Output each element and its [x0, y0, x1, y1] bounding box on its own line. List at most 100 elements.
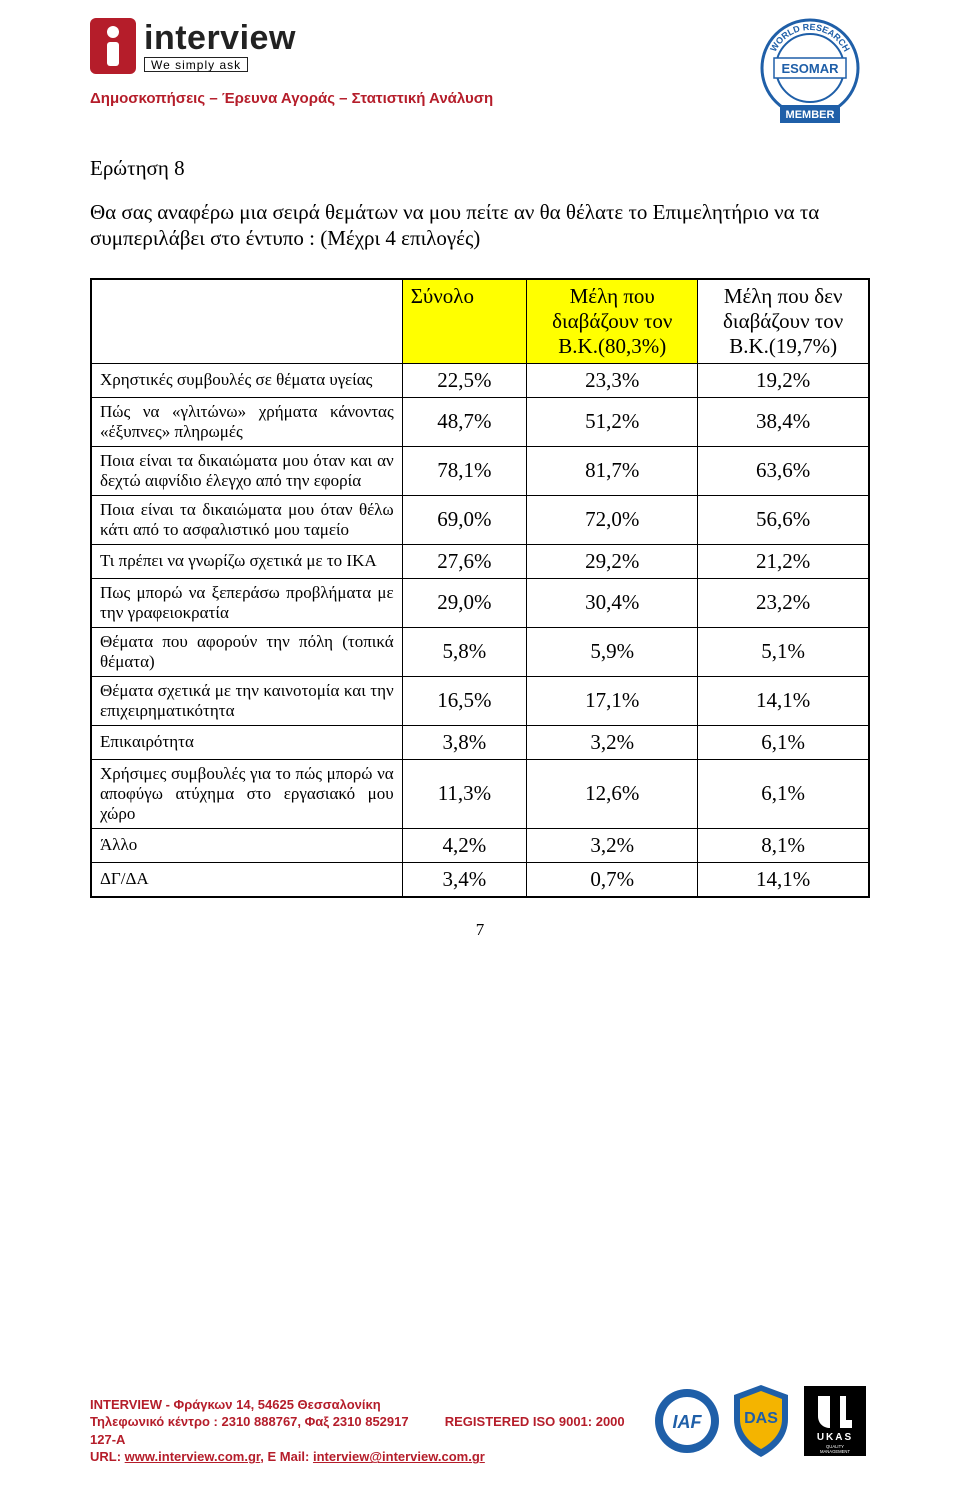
cell-value: 3,2% — [527, 828, 698, 862]
cell-value: 8,1% — [698, 828, 869, 862]
cell-value: 14,1% — [698, 676, 869, 725]
cell-value: 4,2% — [402, 828, 526, 862]
cell-value: 0,7% — [527, 862, 698, 897]
ukas-sub2: MANAGEMENT — [820, 1449, 850, 1454]
brand-text: interview We simply ask — [144, 21, 296, 72]
table-row: Ποια είναι τα δικαιώματα μου όταν και αν… — [91, 446, 869, 495]
row-label: Χρηστικές συμβουλές σε θέματα υγείας — [91, 363, 402, 397]
footer-line1: INTERVIEW - Φράγκων 14, 54625 Θεσσαλονίκ… — [90, 1396, 652, 1414]
das-badge-icon: DAS — [726, 1381, 796, 1466]
cell-value: 3,8% — [402, 725, 526, 759]
cell-value: 5,9% — [527, 627, 698, 676]
page-number: 7 — [90, 920, 870, 940]
cell-value: 19,2% — [698, 363, 869, 397]
row-label: Επικαιρότητα — [91, 725, 402, 759]
table-header-row: Σύνολο Μέλη που διαβάζουν τον Β.Κ.(80,3%… — [91, 279, 869, 364]
cell-value: 21,2% — [698, 544, 869, 578]
table-row: Τι πρέπει να γνωρίζω σχετικά με το ΙΚΑ27… — [91, 544, 869, 578]
table-row: Πώς να «γλιτώνω» χρήματα κάνοντας «έξυπν… — [91, 397, 869, 446]
cell-value: 6,1% — [698, 725, 869, 759]
footer-url: www.interview.com.gr — [125, 1449, 261, 1464]
table-body: Χρηστικές συμβουλές σε θέματα υγείας22,5… — [91, 363, 869, 897]
cell-value: 22,5% — [402, 363, 526, 397]
row-label: Πώς να «γλιτώνω» χρήματα κάνοντας «έξυπν… — [91, 397, 402, 446]
cell-value: 30,4% — [527, 578, 698, 627]
esomar-member: MEMBER — [786, 109, 835, 121]
cell-value: 38,4% — [698, 397, 869, 446]
table-row: Θέματα σχετικά με την καινοτομία και την… — [91, 676, 869, 725]
table-row: Πως μπορώ να ξεπεράσω προβλήματα με την … — [91, 578, 869, 627]
table-row: Θέματα που αφορούν την πόλη (τοπικά θέμα… — [91, 627, 869, 676]
header-empty — [91, 279, 402, 364]
brand-tagline: We simply ask — [144, 57, 248, 72]
question-body: Θα σας αναφέρω μια σειρά θεμάτων να μου … — [90, 199, 870, 252]
cell-value: 63,6% — [698, 446, 869, 495]
cell-value: 11,3% — [402, 759, 526, 828]
cell-value: 23,3% — [527, 363, 698, 397]
row-label: Πως μπορώ να ξεπεράσω προβλήματα με την … — [91, 578, 402, 627]
cell-value: 3,4% — [402, 862, 526, 897]
footer-code: 127-A — [90, 1432, 125, 1447]
row-label: Χρήσιμες συμβουλές για το πώς μπορώ να α… — [91, 759, 402, 828]
table-row: Άλλο4,2%3,2%8,1% — [91, 828, 869, 862]
row-label: Τι πρέπει να γνωρίζω σχετικά με το ΙΚΑ — [91, 544, 402, 578]
cell-value: 48,7% — [402, 397, 526, 446]
row-label: Θέματα που αφορούν την πόλη (τοπικά θέμα… — [91, 627, 402, 676]
row-label: Ποια είναι τα δικαιώματα μου όταν και αν… — [91, 446, 402, 495]
cell-value: 29,2% — [527, 544, 698, 578]
brand-name: interview — [144, 21, 296, 55]
ukas-text: UKAS — [817, 1432, 853, 1443]
table-row: ΔΓ/ΔΑ3,4%0,7%14,1% — [91, 862, 869, 897]
iaf-text: IAF — [673, 1412, 703, 1432]
table-row: Επικαιρότητα3,8%3,2%6,1% — [91, 725, 869, 759]
cert-badges: IAF DAS UKAS QUALITY MANAGEMENT — [652, 1381, 870, 1466]
cell-value: 69,0% — [402, 495, 526, 544]
footer-line3: URL: www.interview.com.gr, E Mail: inter… — [90, 1448, 652, 1466]
footer-email-label: , E Mail: — [260, 1449, 313, 1464]
cell-value: 12,6% — [527, 759, 698, 828]
footer-phone: Τηλεφωνικό κέντρο : 2310 888767, Φαξ 231… — [90, 1414, 409, 1429]
footer-text: INTERVIEW - Φράγκων 14, 54625 Θεσσαλονίκ… — [90, 1396, 652, 1466]
footer-email: interview@interview.com.gr — [313, 1449, 485, 1464]
cell-value: 27,6% — [402, 544, 526, 578]
footer-url-label: URL: — [90, 1449, 125, 1464]
cell-value: 5,1% — [698, 627, 869, 676]
cell-value: 16,5% — [402, 676, 526, 725]
cell-value: 51,2% — [527, 397, 698, 446]
cell-value: 78,1% — [402, 446, 526, 495]
cell-value: 23,2% — [698, 578, 869, 627]
cell-value: 14,1% — [698, 862, 869, 897]
header-nonreaders: Μέλη που δεν διαβάζουν τον Β.Κ.(19,7%) — [698, 279, 869, 364]
table-row: Χρήσιμες συμβουλές για το πώς μπορώ να α… — [91, 759, 869, 828]
cell-value: 72,0% — [527, 495, 698, 544]
row-label: Άλλο — [91, 828, 402, 862]
page-footer: INTERVIEW - Φράγκων 14, 54625 Θεσσαλονίκ… — [90, 1381, 870, 1466]
iaf-badge-icon: IAF — [652, 1386, 722, 1461]
cell-value: 29,0% — [402, 578, 526, 627]
row-label: Ποια είναι τα δικαιώματα μου όταν θέλω κ… — [91, 495, 402, 544]
ukas-badge-icon: UKAS QUALITY MANAGEMENT — [800, 1382, 870, 1465]
cell-value: 5,8% — [402, 627, 526, 676]
brand-logo-row: interview We simply ask — [90, 18, 493, 74]
header-readers: Μέλη που διαβάζουν τον Β.Κ.(80,3%) — [527, 279, 698, 364]
cell-value: 6,1% — [698, 759, 869, 828]
survey-table: Σύνολο Μέλη που διαβάζουν τον Β.Κ.(80,3%… — [90, 278, 870, 898]
brand-subhead: Δημοσκοπήσεις – Έρευνα Αγοράς – Στατιστι… — [90, 90, 493, 107]
esomar-label: ESOMAR — [781, 61, 839, 76]
cell-value: 3,2% — [527, 725, 698, 759]
footer-iso: REGISTERED ISO 9001: 2000 — [445, 1414, 625, 1429]
table-row: Ποια είναι τα δικαιώματα μου όταν θέλω κ… — [91, 495, 869, 544]
cell-value: 81,7% — [527, 446, 698, 495]
table-row: Χρηστικές συμβουλές σε θέματα υγείας22,5… — [91, 363, 869, 397]
brand-block: interview We simply ask Δημοσκοπήσεις – … — [90, 18, 493, 107]
cell-value: 17,1% — [527, 676, 698, 725]
esomar-badge: WORLD RESEARCH ESOMAR MEMBER — [750, 18, 870, 128]
row-label: ΔΓ/ΔΑ — [91, 862, 402, 897]
cell-value: 56,6% — [698, 495, 869, 544]
page-header: interview We simply ask Δημοσκοπήσεις – … — [90, 18, 870, 128]
das-text: DAS — [744, 1410, 778, 1427]
header-total: Σύνολο — [402, 279, 526, 364]
footer-line2: Τηλεφωνικό κέντρο : 2310 888767, Φαξ 231… — [90, 1413, 652, 1448]
question-title: Ερώτηση 8 — [90, 156, 870, 181]
brand-logo-icon — [90, 18, 136, 74]
